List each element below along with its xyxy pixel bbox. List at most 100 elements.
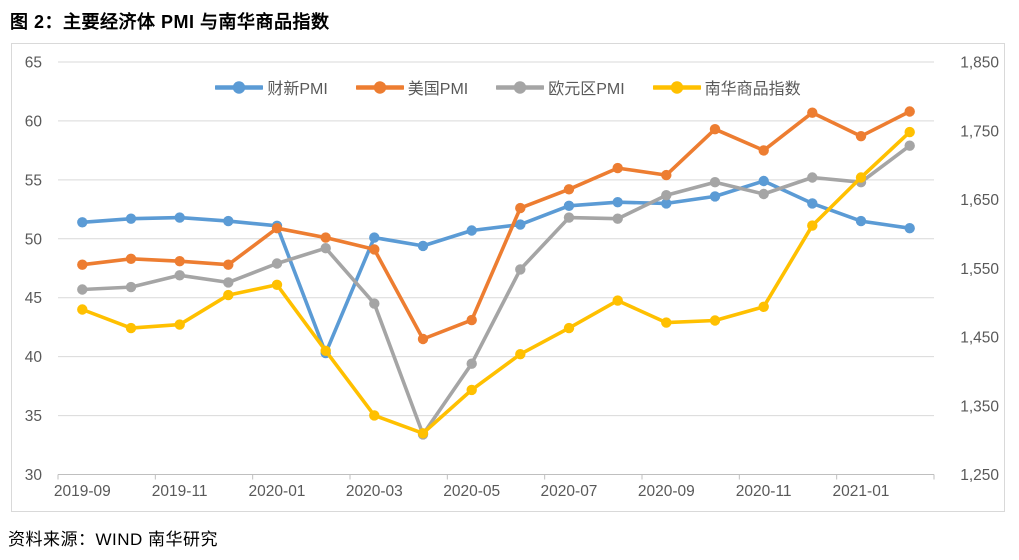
series-caixin-pmi-point-2020-06 bbox=[515, 219, 526, 230]
series-us-pmi-point-2021-01 bbox=[855, 131, 867, 142]
series-us-pmi-point-2020-05 bbox=[466, 314, 477, 326]
series-nanhua-commodity-index-point-2019-10 bbox=[125, 322, 137, 334]
y-axis-left-tick-label: 45 bbox=[25, 290, 42, 307]
y-axis-right-tick-label: 1,450 bbox=[960, 330, 999, 347]
series-caixin-pmi-line bbox=[80, 179, 912, 355]
series-eurozone-pmi-point-2020-06 bbox=[515, 264, 526, 275]
y-axis-right-tick-label: 1,550 bbox=[960, 261, 999, 278]
series-eurozone-pmi-point-2020-03 bbox=[369, 298, 380, 309]
y-axis-left-tick-label: 40 bbox=[25, 349, 43, 366]
legend-item-nanhua-commodity-index: 南华商品指数 bbox=[652, 75, 801, 99]
series-us-pmi-point-2020-10 bbox=[709, 124, 721, 135]
series-eurozone-pmi-point-2019-11 bbox=[174, 270, 185, 281]
series-caixin-pmi-point-2020-11 bbox=[758, 175, 769, 187]
series-us-pmi-point-2020-09 bbox=[661, 169, 672, 181]
series-us-pmi-point-2021-02 bbox=[904, 106, 915, 117]
legend-label: 财新PMI bbox=[267, 81, 328, 98]
series-nanhua-commodity-index-point-2020-08 bbox=[612, 295, 623, 306]
series-nanhua-commodity-index-point-2020-09 bbox=[661, 317, 672, 328]
series-us-pmi-point-2019-12 bbox=[223, 259, 234, 270]
series-us-pmi-point-2020-12 bbox=[807, 107, 818, 118]
line-chart: 65 60 55 50 45 40 35 30 1,850 1,750 1,650 1,550 1,45… bbox=[25, 55, 1000, 501]
y-axis-left-tick-label: 55 bbox=[25, 172, 42, 189]
x-axis-tick-label: 2020-05 bbox=[443, 483, 500, 500]
series-nanhua-commodity-index-point-2020-04 bbox=[417, 428, 429, 439]
series-eurozone-pmi-point-2019-12 bbox=[223, 277, 234, 288]
series-us-pmi-point-2020-03 bbox=[369, 244, 380, 255]
y-axis-left-tick-label: 50 bbox=[25, 231, 43, 248]
x-axis-tick-label: 2019-09 bbox=[54, 483, 111, 500]
y-axis-right-tick-label: 1,650 bbox=[960, 192, 999, 209]
series-us-pmi-point-2020-04 bbox=[417, 333, 429, 345]
y-axis-left-tick-label: 60 bbox=[25, 113, 43, 130]
source-note: 资料来源：WIND 南华研究 bbox=[8, 530, 219, 549]
y-axis-right-tick-label: 1,350 bbox=[960, 398, 999, 415]
legend-line-marker-icon bbox=[355, 80, 404, 94]
series-eurozone-pmi-point-2020-01 bbox=[271, 258, 283, 269]
series-nanhua-commodity-index-point-2020-10 bbox=[709, 315, 721, 326]
y-axis-left-tick-label: 30 bbox=[25, 467, 43, 484]
legend-label: 欧元区PMI bbox=[548, 81, 625, 98]
x-axis-tick-label: 2020-11 bbox=[736, 483, 792, 500]
series-eurozone-pmi-point-2020-10 bbox=[709, 177, 721, 188]
series-us-pmi-point-2019-11 bbox=[174, 256, 185, 267]
chart-legend: 财新PMI 美国PMI 欧元区PMI 南华商品指数 bbox=[12, 75, 1004, 99]
series-nanhua-commodity-index-point-2021-01 bbox=[855, 172, 867, 183]
series-eurozone-pmi-point-2020-05 bbox=[466, 358, 477, 369]
legend-label: 南华商品指数 bbox=[704, 81, 801, 98]
y-axis-right-tick-label: 1,750 bbox=[960, 123, 999, 140]
series-us-pmi-line bbox=[80, 109, 912, 341]
series-eurozone-pmi-point-2020-08 bbox=[612, 213, 623, 224]
series-us-pmi-point-2020-01 bbox=[271, 223, 283, 234]
series-us-pmi-point-2020-11 bbox=[758, 145, 769, 156]
series-us-pmi-point-2020-06 bbox=[515, 202, 526, 214]
series-eurozone-pmi-point-2019-09 bbox=[77, 284, 88, 295]
y-axis-right-tick-label: 1,250 bbox=[960, 467, 999, 484]
figure-title: 图 2：主要经济体 PMI 与南华商品指数 bbox=[10, 12, 330, 32]
series-us-pmi-point-2020-02 bbox=[320, 232, 331, 243]
series-eurozone-pmi-point-2020-12 bbox=[807, 172, 818, 183]
x-axis-tick-label: 2020-01 bbox=[249, 483, 306, 500]
series-caixin-pmi-point-2020-08 bbox=[612, 197, 623, 208]
series-eurozone-pmi-point-2020-02 bbox=[320, 243, 331, 254]
x-axis-tick-label: 2020-09 bbox=[638, 483, 695, 500]
x-axis-tick-label: 2020-03 bbox=[346, 483, 403, 500]
series-caixin-pmi-point-2020-12 bbox=[807, 198, 818, 209]
legend-line-marker-icon bbox=[496, 80, 545, 94]
x-axis-tick-label: 2020-07 bbox=[541, 483, 598, 500]
legend-item-eurozone-pmi: 欧元区PMI bbox=[496, 75, 625, 99]
series-nanhua-commodity-index-point-2020-11 bbox=[758, 301, 769, 312]
series-nanhua-commodity-index-point-2020-06 bbox=[515, 349, 526, 360]
series-nanhua-commodity-index-point-2020-03 bbox=[369, 410, 380, 421]
series-eurozone-pmi-line bbox=[80, 143, 912, 437]
y-axis-right-tick-label: 1,850 bbox=[960, 55, 999, 72]
legend-line-marker-icon bbox=[215, 80, 264, 94]
series-caixin-pmi-point-2019-10 bbox=[125, 213, 137, 224]
series-caixin-pmi-point-2020-03 bbox=[369, 232, 380, 243]
series-nanhua-commodity-index-point-2020-12 bbox=[807, 220, 818, 231]
legend-item-us-pmi: 美国PMI bbox=[355, 75, 469, 99]
series-caixin-pmi-point-2021-01 bbox=[855, 215, 867, 227]
chart-frame: 65 60 55 50 45 40 35 30 1,850 1,750 1,650 1,550 1,45… bbox=[11, 43, 1005, 512]
series-caixin-pmi-point-2020-07 bbox=[563, 200, 575, 211]
legend-label: 美国PMI bbox=[407, 81, 469, 98]
series-nanhua-commodity-index-point-2020-01 bbox=[271, 279, 283, 290]
series-eurozone-pmi-point-2021-02 bbox=[904, 140, 915, 151]
series-caixin-pmi-point-2019-09 bbox=[77, 217, 88, 228]
series-eurozone-pmi-point-2020-09 bbox=[661, 190, 672, 201]
series-nanhua-commodity-index-point-2020-02 bbox=[320, 345, 331, 356]
series-nanhua-commodity-index-point-2020-07 bbox=[563, 322, 575, 334]
series-caixin-pmi-point-2020-09 bbox=[661, 198, 672, 209]
series-nanhua-commodity-index-point-2021-02 bbox=[904, 126, 915, 138]
series-nanhua-commodity-index-line bbox=[80, 130, 912, 436]
series-us-pmi-point-2019-09 bbox=[77, 259, 88, 270]
series-nanhua-commodity-index-point-2019-11 bbox=[174, 319, 185, 330]
series-caixin-pmi-point-2020-05 bbox=[466, 225, 477, 236]
series-us-pmi-point-2019-10 bbox=[125, 253, 137, 264]
legend-line-marker-icon bbox=[652, 80, 701, 94]
series-eurozone-pmi-point-2020-07 bbox=[563, 212, 575, 223]
series-us-pmi-point-2020-07 bbox=[563, 184, 575, 195]
series-nanhua-commodity-index-point-2020-05 bbox=[466, 384, 477, 396]
legend-item-caixin-pmi: 财新PMI bbox=[215, 75, 328, 99]
